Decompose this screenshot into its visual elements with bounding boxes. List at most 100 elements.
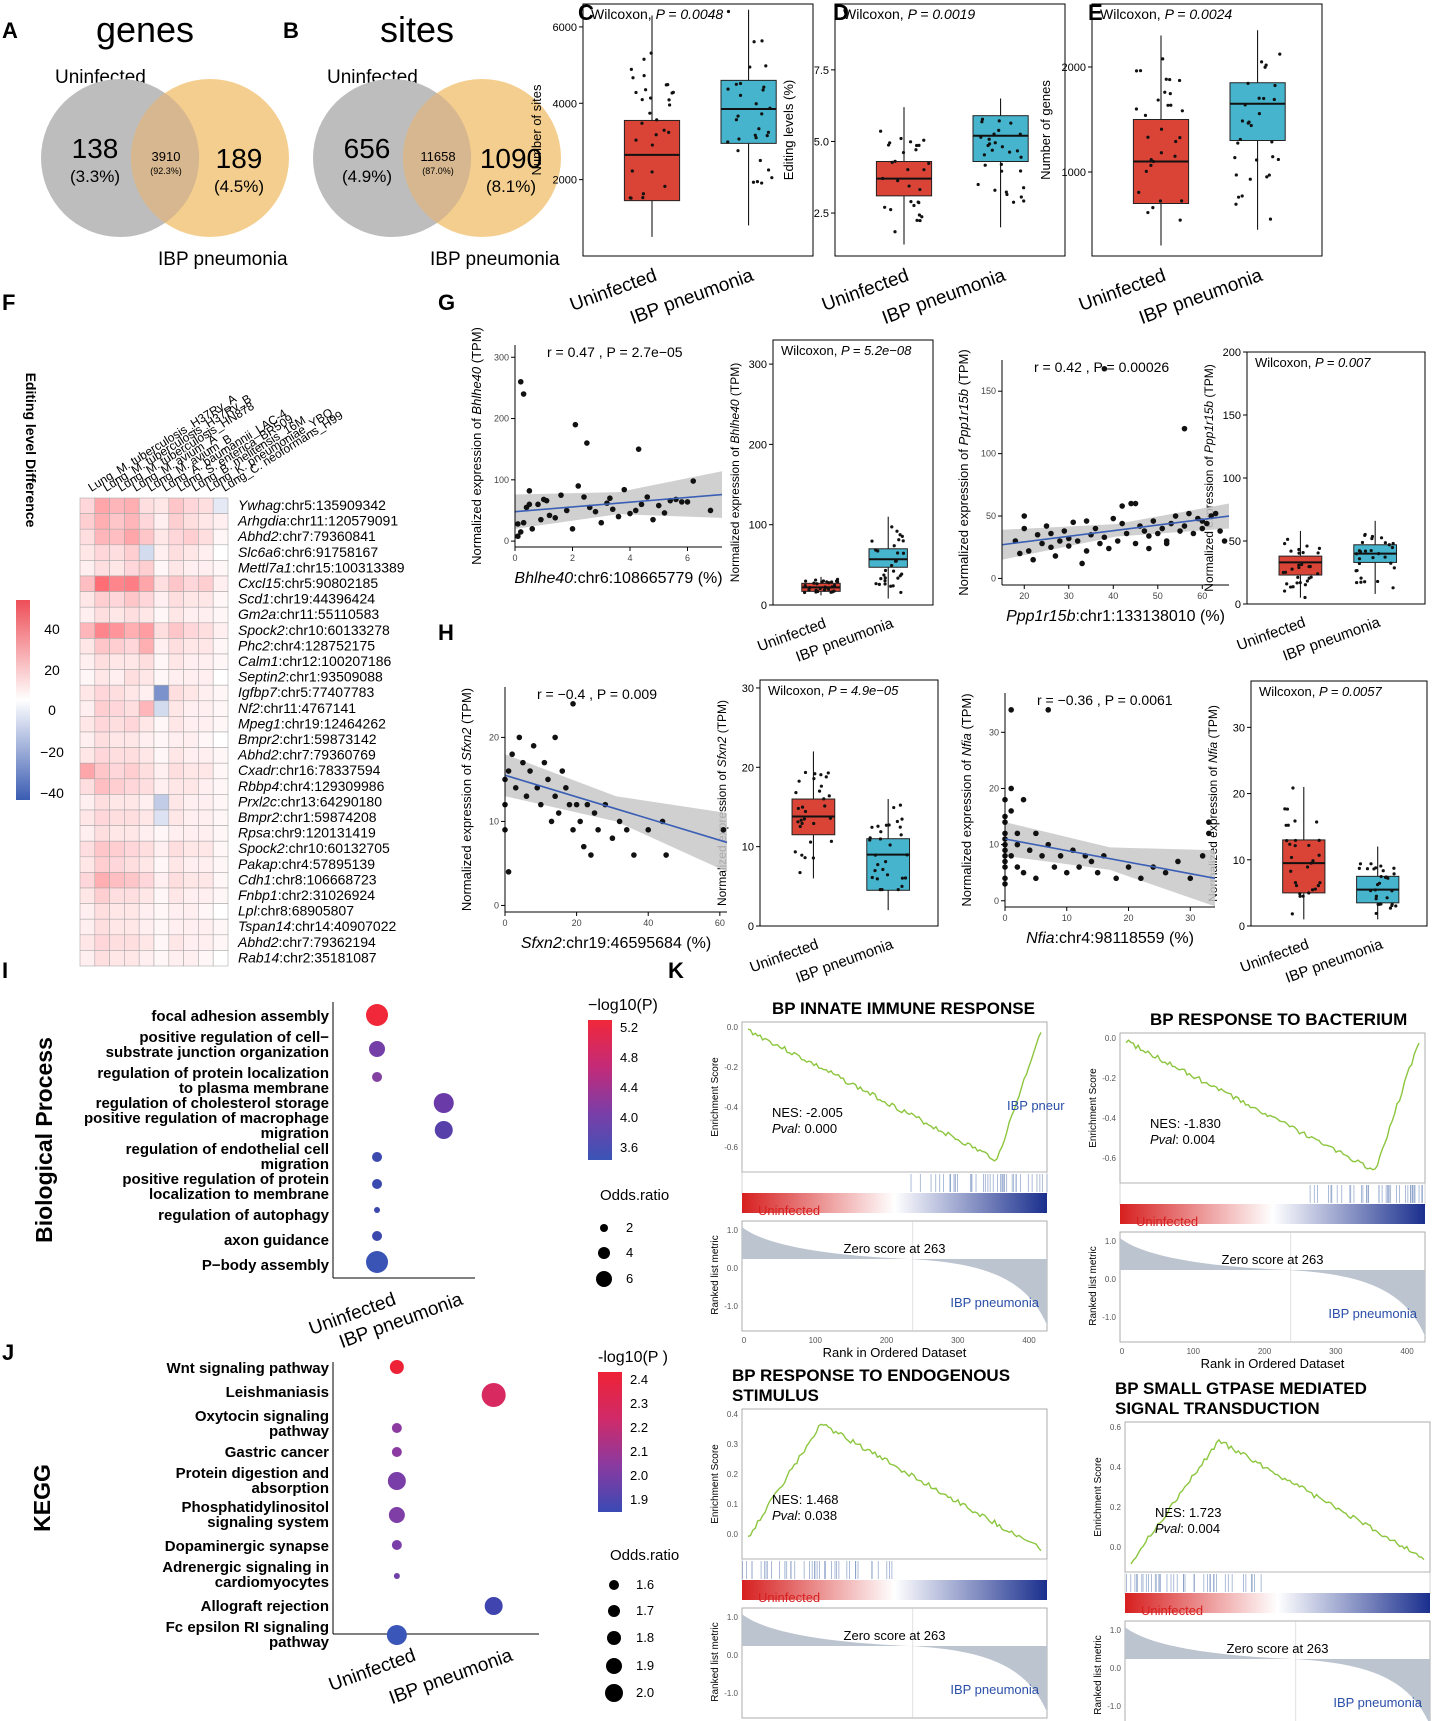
heatmap-cell	[79, 700, 96, 717]
metric-axis-label: Ranked list metric	[1093, 1635, 1104, 1714]
gsea-title: BP INNATE IMMUNE RESPONSE	[772, 999, 1035, 1018]
size-legend-dot	[600, 1224, 608, 1232]
jitter-point	[979, 135, 983, 139]
heatmap-row-label: Rpsa:chr9:120131419	[238, 825, 376, 841]
nes-label: NES: 1.723	[1155, 1505, 1222, 1520]
heatmap-cell	[94, 778, 110, 795]
metric-axis-label: Ranked list metric	[1088, 1246, 1099, 1325]
scatter-point	[558, 492, 564, 498]
jitter-point	[1358, 862, 1363, 866]
row-gene: Phc2	[238, 637, 270, 653]
jitter-point	[1374, 894, 1379, 898]
row-gene: Prxl2c	[238, 793, 277, 809]
scatter-point	[1186, 510, 1192, 517]
jitter-point	[898, 574, 902, 578]
enrichment-dot	[374, 1207, 381, 1213]
scatter-point	[1101, 534, 1108, 541]
heatmap-cell	[198, 700, 214, 717]
scatter-point	[1052, 553, 1059, 559]
heatmap-cell	[138, 903, 155, 920]
heatmap-cell	[168, 825, 184, 842]
running-es-line	[1125, 1039, 1420, 1171]
jitter-point	[891, 584, 895, 588]
legend-tick-label: 40	[44, 621, 60, 637]
scatter-point	[527, 768, 533, 774]
jitter-point	[1164, 77, 1168, 81]
enrichment-dot	[372, 1072, 383, 1082]
y-axis-label: Number of genes	[1038, 80, 1053, 180]
es-axis-label: Enrichment Score	[1088, 1068, 1099, 1148]
left-group-label: Uninfected	[1141, 1603, 1203, 1618]
scatter-point	[516, 734, 523, 741]
pval-key: Pval	[772, 1508, 798, 1523]
jitter-point	[889, 207, 893, 212]
x-axis-site: :chr19:46595684 (%)	[562, 935, 711, 952]
y-tick-label: 5.0	[814, 136, 829, 148]
jitter-point	[737, 137, 741, 141]
pval-label: Pval: 0.038	[772, 1508, 837, 1523]
jitter-point	[1272, 97, 1276, 102]
term-label: positive regulation of macrophage	[84, 1110, 329, 1127]
side-label: KEGG	[29, 1464, 55, 1532]
jitter-point	[1289, 869, 1293, 873]
heatmap-cell	[198, 591, 214, 608]
jitter-point	[1264, 63, 1268, 67]
scatter-point	[1051, 864, 1058, 870]
jitter-point	[914, 148, 918, 152]
heatmap-cell	[94, 513, 110, 530]
jitter-point	[753, 133, 757, 137]
jitter-point	[1379, 864, 1383, 868]
heatmap-row-label: Fnbp1:chr2:31026924	[238, 887, 375, 903]
p-label: P = 0.0019	[908, 6, 976, 22]
heatmap-cell	[124, 887, 140, 904]
heatmap-cell	[124, 794, 140, 811]
jitter-point	[828, 816, 833, 820]
heatmap-cell	[94, 887, 110, 904]
running-es-line	[747, 1028, 1042, 1162]
jitter-point	[634, 90, 638, 95]
jitter-point	[1363, 532, 1367, 537]
jitter-point	[900, 884, 904, 888]
y-tick-label: 150	[1223, 410, 1241, 422]
jitter-point	[922, 168, 926, 172]
y-tick-label: 100	[981, 449, 996, 459]
scatter-point	[1076, 864, 1082, 870]
panel-letter: F	[2, 290, 15, 315]
rank-bar	[1120, 1204, 1425, 1224]
heatmap-cell	[109, 669, 125, 686]
jitter-point	[1234, 202, 1238, 206]
heatmap-cell	[168, 669, 184, 686]
jitter-point	[1291, 786, 1295, 790]
es-tick-label: 0.0	[727, 1023, 739, 1032]
x-tick-label: 10	[1062, 913, 1072, 923]
heatmap-cell	[198, 903, 214, 920]
jitter-point	[1381, 869, 1385, 873]
jitter-point	[868, 838, 872, 842]
panel-letter: J	[2, 1340, 14, 1365]
scatter-point	[1025, 548, 1032, 554]
y-axis-label: Number of sites	[529, 84, 544, 176]
jitter-point	[870, 825, 874, 829]
heatmap-cell	[153, 809, 170, 826]
row-site: :chr14:40907022	[291, 918, 396, 934]
size-legend-dot	[608, 1605, 620, 1617]
jitter-point	[1290, 912, 1294, 916]
scatter-point	[1033, 875, 1039, 882]
heatmap-cell	[212, 950, 229, 967]
heatmap-cell	[183, 747, 199, 764]
row-gene: Rbbp4	[238, 778, 279, 794]
scatter-point	[552, 515, 559, 521]
jitter-point	[766, 130, 771, 134]
row-gene: Gm2a	[238, 606, 276, 622]
y-tick-label: 2.5	[814, 208, 829, 220]
jitter-point	[1374, 897, 1378, 901]
jitter-point	[882, 573, 886, 577]
jitter-point	[630, 169, 634, 173]
jitter-point	[758, 158, 762, 163]
y-tick-label: 300	[749, 359, 767, 371]
jitter-point	[888, 141, 892, 145]
x-tick-label: 20	[572, 918, 582, 928]
scatter-point	[517, 378, 524, 385]
scatter-point	[591, 810, 598, 816]
scatter-point	[541, 759, 548, 766]
